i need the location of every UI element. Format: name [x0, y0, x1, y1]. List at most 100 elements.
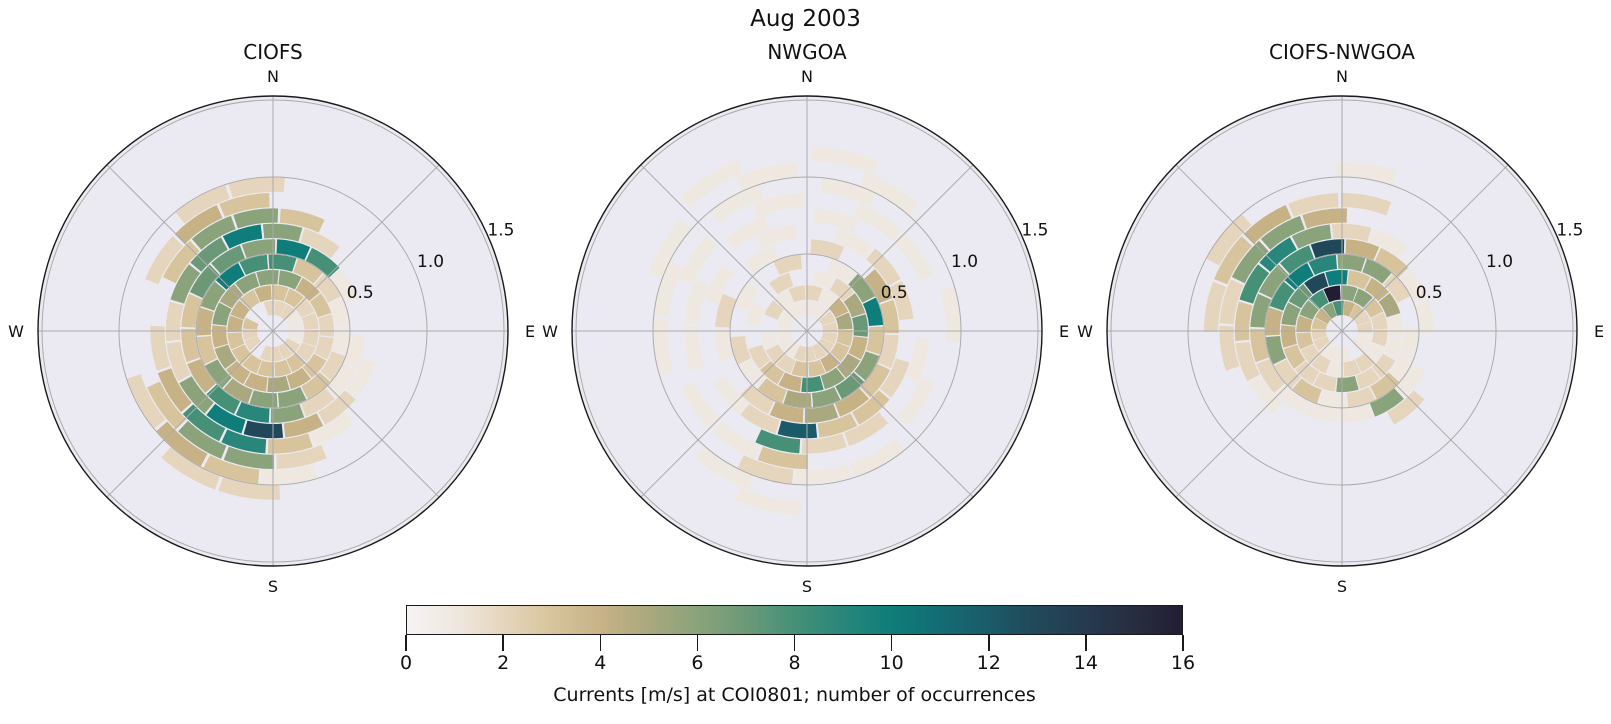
- rose-cell: [684, 325, 705, 371]
- rose-cell: [239, 289, 260, 310]
- rose-cell: [745, 245, 780, 274]
- rose-cell: [1354, 311, 1371, 326]
- rose-cell: [835, 372, 865, 400]
- compass-label-south: S: [268, 577, 278, 596]
- rose-cell: [189, 264, 220, 299]
- rose-cell: [267, 433, 313, 454]
- compass-label-west: W: [1077, 322, 1093, 341]
- radial-gridline: [729, 253, 885, 409]
- rose-cell: [653, 319, 674, 376]
- rose-cell: [746, 302, 766, 326]
- rose-cell: [753, 193, 804, 217]
- rose-cell: [735, 162, 798, 191]
- rose-cell: [228, 177, 285, 198]
- rose-cell: [1378, 293, 1401, 318]
- rose-cell: [1349, 304, 1365, 321]
- rose-cell: [242, 329, 258, 341]
- subplot-title: NWGOA: [767, 40, 847, 64]
- figure-title: Aug 2003: [750, 6, 861, 32]
- colorbar-tick-mark: [793, 635, 796, 651]
- rose-cell: [330, 269, 359, 304]
- rose-cell: [821, 332, 838, 345]
- rose-cell: [283, 338, 300, 354]
- rose-cell: [226, 360, 251, 385]
- colorbar-tick-mark: [405, 635, 407, 651]
- rose-cell: [332, 326, 350, 355]
- rose-cell: [227, 332, 245, 350]
- rose-cell: [271, 346, 283, 362]
- rose-cell: [1299, 300, 1319, 320]
- polar-spine: [571, 95, 1043, 567]
- rose-cell: [817, 413, 858, 438]
- rose-cell: [231, 344, 252, 365]
- rose-cell: [276, 445, 327, 469]
- radial-tick-label: 0.5: [347, 283, 374, 303]
- rose-cell: [1291, 224, 1332, 249]
- rose-cell: [1337, 254, 1366, 272]
- subplot-title: CIOFS-NWGOA: [1269, 40, 1415, 64]
- rose-cell: [179, 376, 214, 414]
- rose-cell: [811, 386, 841, 408]
- rose-cell: [1340, 285, 1358, 302]
- rose-cell: [1343, 300, 1356, 317]
- rose-cell: [811, 146, 879, 175]
- rose-cell: [301, 372, 331, 400]
- rose-cell: [1259, 237, 1297, 272]
- rose-cell: [780, 308, 797, 324]
- rose-cell: [756, 224, 797, 249]
- compass-label-east: E: [525, 322, 535, 341]
- colorbar-tick-mark: [988, 635, 990, 651]
- rose-cell: [761, 332, 779, 350]
- rose-cell: [305, 247, 340, 278]
- rose-cell: [235, 272, 260, 295]
- rose-cell: [227, 315, 244, 333]
- rose-cell: [1258, 264, 1289, 299]
- rose-cell: [848, 273, 876, 303]
- rose-cell: [684, 279, 709, 325]
- rose-cell: [860, 172, 919, 216]
- rose-cell: [1318, 390, 1347, 408]
- rose-cell: [1206, 214, 1252, 266]
- rose-cell: [1414, 299, 1434, 334]
- rose-cell: [715, 293, 737, 328]
- rose-cell: [769, 401, 804, 423]
- theta-gridline: [640, 164, 808, 332]
- rose-cell: [896, 377, 935, 426]
- rose-cell: [725, 215, 770, 250]
- rose-cell: [1364, 277, 1389, 302]
- rose-cell: [230, 300, 250, 320]
- rose-cell: [161, 446, 220, 490]
- rose-cell: [280, 304, 296, 321]
- theta-gridline: [1341, 330, 1509, 498]
- rose-cell: [178, 420, 227, 459]
- rose-cell: [757, 378, 787, 404]
- rose-cell: [828, 297, 849, 318]
- colorbar-tick-mark: [502, 635, 504, 651]
- colorbar-tick-label: 8: [788, 652, 801, 674]
- rose-cell: [778, 372, 802, 392]
- rose-cell: [206, 384, 241, 415]
- rose-cell: [320, 351, 346, 381]
- theta-gridline: [806, 330, 974, 498]
- rose-cell: [254, 285, 272, 303]
- rose-cell: [735, 487, 803, 516]
- polar-plot-ciofs: 0.5 1.0 1.5 N E S W CIOFS: [8, 40, 535, 596]
- radial-gridline: [1264, 253, 1420, 409]
- rose-cell: [1345, 239, 1380, 261]
- colorbar-tick-mark: [1182, 635, 1184, 651]
- rose-cell: [814, 304, 830, 321]
- rose-cell: [764, 300, 784, 320]
- rose-cell: [1343, 359, 1361, 377]
- rose-cell: [784, 341, 800, 358]
- rose-cell: [233, 208, 279, 229]
- rose-cell: [287, 332, 304, 345]
- rose-cell: [222, 224, 263, 249]
- rose-cell: [648, 219, 692, 278]
- rose-cell: [200, 281, 226, 311]
- rose-cell: [820, 352, 841, 373]
- rose-cell: [257, 360, 275, 377]
- rose-cell: [211, 325, 228, 348]
- colorbar-tick-label: 6: [691, 652, 704, 674]
- rose-cell: [776, 354, 796, 374]
- rose-cell: [812, 270, 836, 290]
